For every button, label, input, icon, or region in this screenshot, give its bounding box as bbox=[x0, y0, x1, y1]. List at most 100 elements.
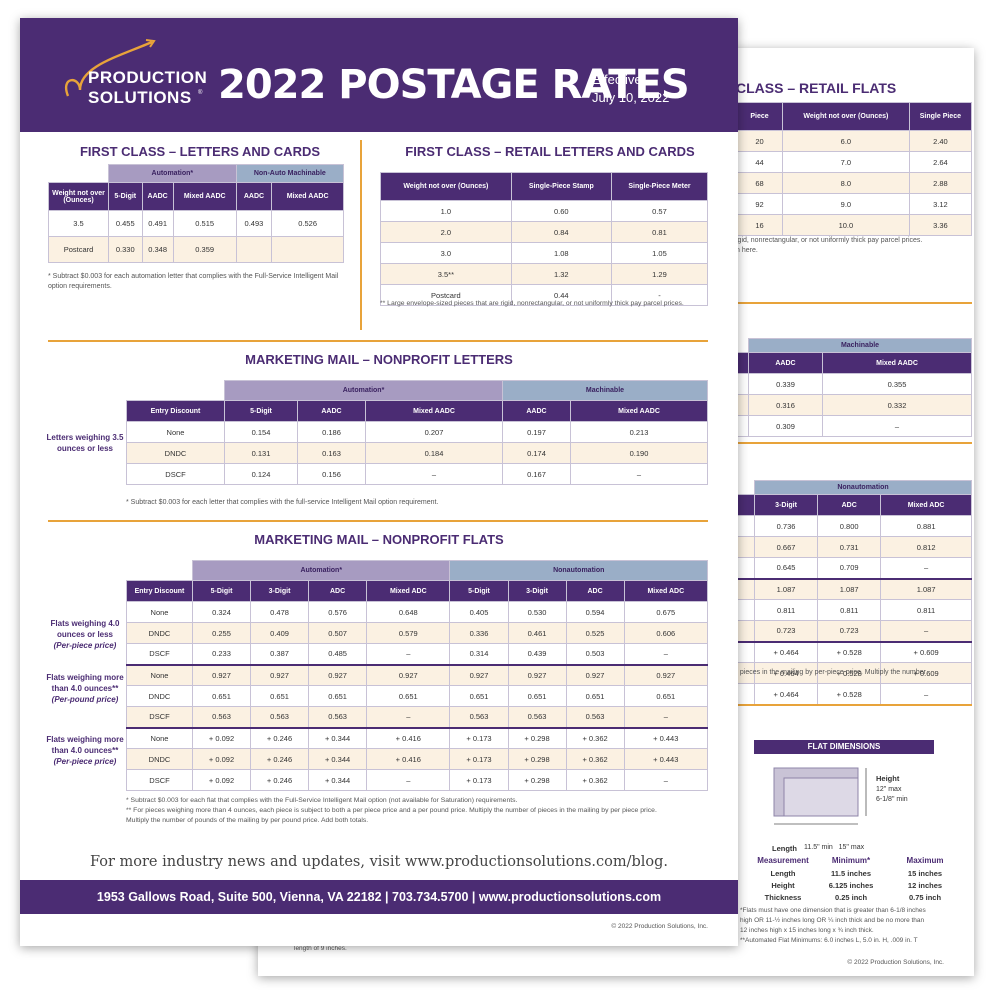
table-cell: 0.927 bbox=[308, 664, 368, 686]
footer-address: 1953 Gallows Road, Suite 500, Vienna, VA… bbox=[96, 890, 662, 904]
table-cell: – bbox=[880, 620, 972, 642]
mmf-label-sub: (Per-piece price) bbox=[53, 757, 117, 766]
logo-swoosh-icon bbox=[65, 39, 156, 97]
table-cell: 0.493 bbox=[235, 210, 273, 237]
table-row: DSCF + 0.092 + 0.246 + 0.344– + 0.173 + 0.298… bbox=[126, 769, 709, 791]
mmf-col: 3-Digit bbox=[507, 580, 567, 602]
table-cell: + 0.298 bbox=[507, 748, 567, 770]
table-cell: 2.40 bbox=[908, 130, 973, 152]
table-cell: None bbox=[126, 664, 193, 686]
table-cell: 0.731 bbox=[817, 536, 882, 558]
table-cell: 0.409 bbox=[250, 622, 310, 644]
table-cell: 0.651 bbox=[366, 685, 451, 707]
mmf-col: ADC bbox=[308, 580, 368, 602]
table-cell: 0.579 bbox=[366, 622, 451, 644]
table-cell: 0.184 bbox=[365, 442, 503, 464]
header-banner: PRODUCTION SOLUTIONS ® 2022 POSTAGE RATE… bbox=[20, 18, 738, 132]
table-cell: 0.405 bbox=[449, 601, 509, 623]
footer-bar: 1953 Gallows Road, Suite 500, Vienna, VA… bbox=[20, 880, 738, 914]
dim-cell: Height bbox=[771, 881, 795, 890]
table-cell: 0.309 bbox=[748, 415, 823, 437]
table-cell: 9.0 bbox=[782, 193, 910, 215]
table-cell: 0.927 bbox=[449, 664, 509, 686]
table-cell: 0.131 bbox=[224, 442, 298, 464]
dim-cell: 11.5 inches bbox=[830, 869, 872, 878]
table-row: DSCF 0.233 0.387 0.485–0.314 0.439 0.503– bbox=[126, 643, 709, 665]
table-cell: – bbox=[623, 706, 709, 728]
table-row: DNDC 0.651 0.651 0.651 0.651 0.651 0.651 0.651 0… bbox=[126, 685, 709, 707]
nonauto-col: 3-Digit bbox=[753, 494, 819, 516]
mml-col: AADC bbox=[501, 400, 572, 422]
dim-length-values: 11.5" min 15" max bbox=[804, 844, 865, 851]
table-cell: + 0.443 bbox=[623, 748, 709, 770]
page-title: 2022 POSTAGE RATES bbox=[218, 62, 690, 108]
table-cell: 0.156 bbox=[296, 463, 367, 485]
table-cell: 0.84 bbox=[510, 221, 612, 243]
mmf-col: 5-Digit bbox=[191, 580, 252, 602]
dim-col: Measurement bbox=[757, 856, 809, 865]
dim-cell: Thickness bbox=[764, 893, 802, 902]
table-cell: – bbox=[880, 683, 972, 705]
table-cell: 0.330 bbox=[108, 236, 143, 263]
retail-note-2: n here. bbox=[736, 247, 758, 254]
table-cell: 0.124 bbox=[224, 463, 298, 485]
table-cell: 20 bbox=[736, 130, 783, 152]
fc-col: AADC bbox=[141, 182, 174, 211]
table-cell: 0.881 bbox=[880, 515, 972, 537]
table-cell: 0.461 bbox=[507, 622, 567, 644]
table-cell: 0.576 bbox=[308, 601, 368, 623]
table-cell: – bbox=[570, 463, 708, 485]
mml-title: MARKETING MAIL – NONPROFIT LETTERS bbox=[245, 352, 513, 367]
nonauto-col: ADC bbox=[817, 494, 882, 516]
table-cell: 0.736 bbox=[753, 515, 819, 537]
table-cell: 0.197 bbox=[501, 421, 572, 443]
table-cell: 0.606 bbox=[623, 622, 709, 644]
table-cell: 2.0 bbox=[380, 221, 512, 243]
table-cell: + 0.298 bbox=[507, 769, 567, 791]
divider bbox=[360, 140, 362, 330]
table-cell: 0.723 bbox=[817, 620, 882, 642]
rl-col: Single-Piece Stamp bbox=[510, 172, 612, 201]
mmf-label-sub: (Per-piece price) bbox=[53, 641, 117, 650]
dim-note: **Automated Flat Minimums: 6.0 inches L,… bbox=[740, 937, 918, 944]
mml-col: Mixed AADC bbox=[570, 400, 708, 422]
dim-note: *Flats must have one dimension that is g… bbox=[740, 907, 926, 914]
table-cell: 0.316 bbox=[748, 394, 823, 416]
table-cell: + 0.416 bbox=[366, 727, 451, 749]
table-cell: 0.563 bbox=[250, 706, 310, 728]
machinable-table: Machinable AADC Mixed AADC 0.339 0.355 0.3… bbox=[736, 338, 972, 437]
table-cell: – bbox=[822, 415, 972, 437]
table-cell: 1.087 bbox=[817, 578, 882, 600]
fc-col: AADC bbox=[235, 182, 273, 211]
table-cell: 92 bbox=[736, 193, 783, 215]
table-cell: 0.811 bbox=[753, 599, 819, 621]
dim-cell: 0.75 inch bbox=[908, 893, 942, 902]
table-cell: 0.324 bbox=[191, 601, 252, 623]
table-cell: 0.455 bbox=[108, 210, 143, 237]
mml-col: 5-Digit bbox=[224, 400, 298, 422]
table-cell: + 0.173 bbox=[449, 769, 509, 791]
table-cell: 0.927 bbox=[623, 664, 709, 686]
table-cell: + 0.092 bbox=[191, 769, 252, 791]
table-cell: 10.0 bbox=[782, 214, 910, 236]
table-cell: 0.927 bbox=[565, 664, 625, 686]
mmf-group-nonauto: Nonautomation bbox=[449, 560, 708, 581]
table-cell: + 0.362 bbox=[565, 769, 625, 791]
table-cell: 0.651 bbox=[507, 685, 567, 707]
flat-dimensions-title: FLAT DIMENSIONS bbox=[754, 740, 934, 754]
retail-flats-col: Weight not over (Ounces) bbox=[782, 102, 910, 131]
length-note: length of 9 inches. bbox=[294, 945, 347, 952]
table-cell: 1.087 bbox=[753, 578, 819, 600]
table-cell: 0.927 bbox=[250, 664, 310, 686]
retail-flats-col: Piece bbox=[736, 102, 783, 131]
table-cell: 0.651 bbox=[449, 685, 509, 707]
mmf-row-label-2: Flats weighing more than 4.0 ounces** (Pe… bbox=[46, 672, 124, 705]
table-cell: 0.359 bbox=[172, 236, 237, 263]
divider bbox=[736, 704, 972, 706]
mmf-col: 5-Digit bbox=[449, 580, 509, 602]
table-cell: 1.05 bbox=[610, 242, 709, 264]
table-cell bbox=[235, 236, 273, 263]
table-cell: 68 bbox=[736, 172, 783, 194]
table-cell: 16 bbox=[736, 214, 783, 236]
table-cell: 6.0 bbox=[782, 130, 910, 152]
